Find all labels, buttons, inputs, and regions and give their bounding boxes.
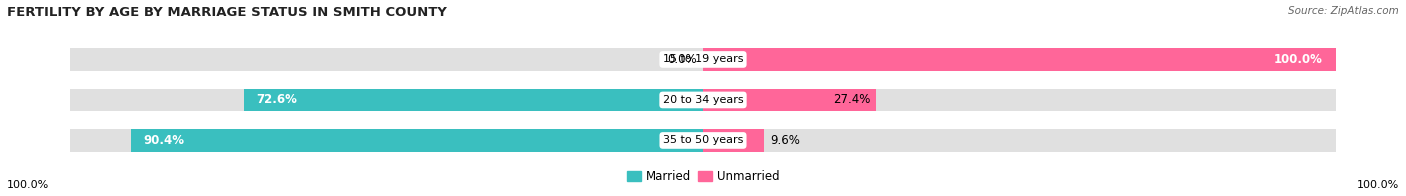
Bar [703, 129, 1336, 152]
Text: 27.4%: 27.4% [832, 93, 870, 106]
Bar [243, 89, 703, 111]
Text: 100.0%: 100.0% [7, 180, 49, 190]
Text: 0.0%: 0.0% [666, 53, 697, 66]
Bar [703, 89, 876, 111]
Bar [70, 129, 703, 152]
Text: 20 to 34 years: 20 to 34 years [662, 95, 744, 105]
Text: 9.6%: 9.6% [770, 134, 800, 147]
Text: 100.0%: 100.0% [1274, 53, 1323, 66]
Bar [703, 89, 1336, 111]
Bar [70, 48, 703, 71]
Text: FERTILITY BY AGE BY MARRIAGE STATUS IN SMITH COUNTY: FERTILITY BY AGE BY MARRIAGE STATUS IN S… [7, 6, 447, 19]
Text: Source: ZipAtlas.com: Source: ZipAtlas.com [1288, 6, 1399, 16]
Text: 15 to 19 years: 15 to 19 years [662, 54, 744, 64]
Text: 100.0%: 100.0% [1357, 180, 1399, 190]
Bar [70, 89, 703, 111]
Bar [703, 129, 763, 152]
Bar [703, 48, 1336, 71]
Bar [703, 48, 1336, 71]
Bar [131, 129, 703, 152]
Text: 90.4%: 90.4% [143, 134, 184, 147]
Text: 35 to 50 years: 35 to 50 years [662, 135, 744, 145]
Legend: Married, Unmarried: Married, Unmarried [621, 166, 785, 188]
Text: 72.6%: 72.6% [256, 93, 297, 106]
